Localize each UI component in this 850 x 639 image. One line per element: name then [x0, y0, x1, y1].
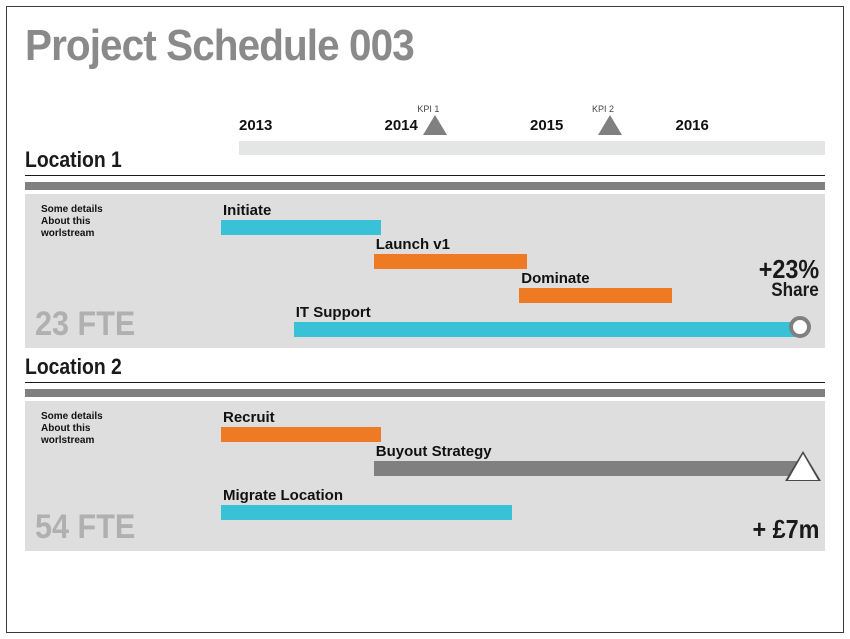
gantt-bar-label: Dominate	[521, 270, 589, 287]
result-sub: Share	[771, 280, 819, 302]
circle-icon	[789, 316, 811, 338]
section-heading: Location 2	[25, 354, 729, 380]
gantt-bar-label: Launch v1	[376, 236, 450, 253]
gantt-bar-label: Buyout Strategy	[376, 443, 492, 460]
gantt-bar	[374, 461, 803, 476]
kpi-marker: KPI 1	[423, 115, 447, 135]
kpi-label: KPI 2	[592, 104, 614, 114]
kpi-label: KPI 1	[417, 104, 439, 114]
gantt-bar	[294, 322, 803, 337]
rule	[25, 382, 825, 383]
rule	[25, 182, 825, 190]
gantt-bar	[221, 220, 381, 235]
gantt-bar-label: Migrate Location	[223, 487, 343, 504]
workstream-block: Some detailsAbout thisworlstream 23 FTE In…	[25, 194, 825, 348]
gantt-bar-label: Initiate	[223, 202, 271, 219]
workstream-details: Some detailsAbout thisworlstream	[41, 411, 103, 447]
year-label: 2013	[239, 117, 272, 134]
gantt-bar	[374, 254, 527, 269]
year-label: 2014	[385, 117, 418, 134]
gantt-bar	[519, 288, 672, 303]
gantt-bar	[221, 427, 381, 442]
timeline: 2013 2014 2015 2016 KPI 1 KPI 2	[25, 99, 825, 141]
triangle-icon	[423, 115, 447, 135]
fte-label: 23 FTE	[35, 305, 135, 344]
year-label: 2015	[530, 117, 563, 134]
kpi-marker: KPI 2	[598, 115, 622, 135]
fte-label: 54 FTE	[35, 508, 135, 547]
section-heading: Location 1	[25, 147, 729, 173]
workstream-block: Some detailsAbout thisworlstream 54 FTE Re…	[25, 401, 825, 551]
year-label: 2016	[676, 117, 709, 134]
gantt-bar-label: Recruit	[223, 409, 275, 426]
page-title: Project Schedule 003	[25, 21, 761, 71]
rule	[25, 389, 825, 397]
rule	[25, 175, 825, 176]
gantt-bar-label: IT Support	[296, 304, 371, 321]
workstream-details: Some detailsAbout thisworlstream	[41, 204, 103, 240]
triangle-icon	[598, 115, 622, 135]
result-value: + £7m	[752, 514, 819, 545]
gantt-bar	[221, 505, 512, 520]
triangle-icon	[788, 454, 818, 480]
